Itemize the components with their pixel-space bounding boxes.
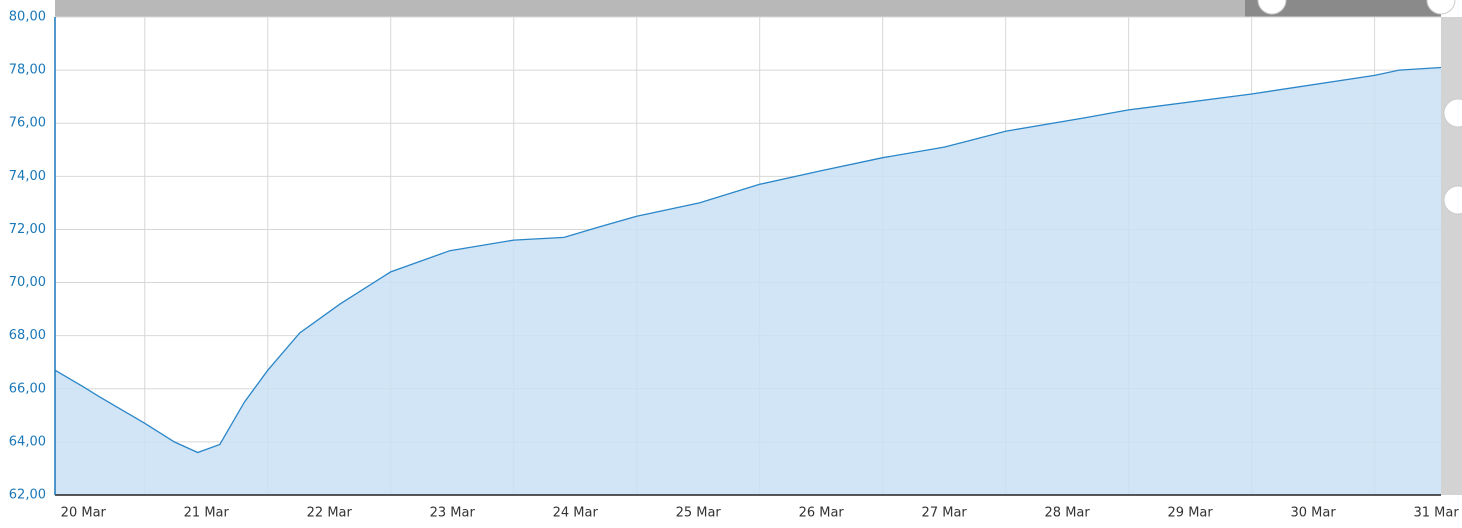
- line: [54, 66, 1442, 454]
- y-tick-label: 72,00: [9, 222, 46, 237]
- navigator-window[interactable]: [1245, 0, 1441, 17]
- y-tick-label: 78,00: [9, 63, 46, 78]
- x-tick-label: 28 Mar: [1045, 506, 1091, 521]
- scroll-handle[interactable]: [1443, 185, 1462, 215]
- navigator-handle[interactable]: [1257, 0, 1287, 15]
- scroll-handle[interactable]: [1443, 98, 1462, 128]
- x-tick-label: 31 Mar: [1413, 506, 1459, 521]
- x-tick-label: 26 Mar: [799, 506, 845, 521]
- scrollbar[interactable]: [1441, 17, 1462, 495]
- x-tick-label: 21 Mar: [184, 506, 230, 521]
- y-tick-label: 74,00: [9, 169, 46, 184]
- x-tick-label: 27 Mar: [922, 506, 968, 521]
- plot-area: 62,00 64,00 66,00 68,00 70,00 72,00 74,00 76,00…: [9, 10, 1460, 521]
- y-tick-label: 62,00: [9, 488, 46, 503]
- x-tick-label: 20 Mar: [61, 506, 107, 521]
- y-tick-label: 70,00: [9, 275, 46, 290]
- y-tick-label: 76,00: [9, 116, 46, 131]
- y-tick-label: 68,00: [9, 328, 46, 343]
- x-tick-label: 29 Mar: [1168, 506, 1214, 521]
- x-tick-label: 24 Mar: [553, 506, 599, 521]
- y-tick-label: 80,00: [9, 10, 46, 25]
- x-tick-label: 25 Mar: [676, 506, 722, 521]
- x-tick-label: 23 Mar: [430, 506, 476, 521]
- navigator-handle[interactable]: [1426, 0, 1456, 15]
- x-tick-label: 30 Mar: [1290, 506, 1336, 521]
- y-tick-label: 64,00: [9, 434, 46, 449]
- navigator-bar[interactable]: [55, 0, 1441, 17]
- x-tick-label: 22 Mar: [307, 506, 353, 521]
- area: [55, 67, 1441, 495]
- y-tick-label: 66,00: [9, 381, 46, 396]
